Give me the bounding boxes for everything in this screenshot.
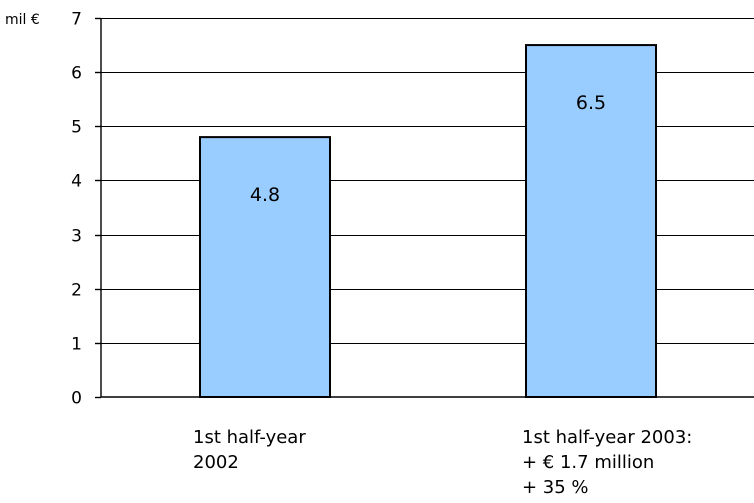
y-tick-label-6: 6 (71, 64, 82, 84)
category-label-0-line-0: 1st half-year (193, 427, 306, 448)
y-tick-label-5: 5 (71, 118, 82, 138)
category-label-1-line-2: + 35 % (522, 477, 589, 498)
category-label-1-line-0: 1st half-year 2003: (522, 427, 692, 448)
y-tick-label-0: 0 (71, 389, 82, 409)
axes (95, 17, 754, 399)
y-tick-label-2: 2 (71, 281, 82, 301)
y-tick-label-3: 3 (71, 227, 82, 247)
y-unit-label: mil € (5, 12, 40, 28)
category-label-1-line-1: + € 1.7 million (522, 452, 654, 473)
bar-1 (525, 44, 657, 398)
data-label-0: 4.8 (250, 184, 280, 206)
y-tick-label-7: 7 (71, 10, 82, 30)
y-tick-label-1: 1 (71, 335, 82, 355)
labels: 0 1 2 3 4 5 6 7 mil € 4.8 6.5 1st half-year 2002 1st … (5, 10, 692, 499)
category-label-0-line-1: 2002 (193, 452, 239, 473)
bar-0 (199, 136, 331, 398)
y-tick-label-4: 4 (71, 172, 82, 192)
data-label-1: 6.5 (576, 92, 606, 114)
